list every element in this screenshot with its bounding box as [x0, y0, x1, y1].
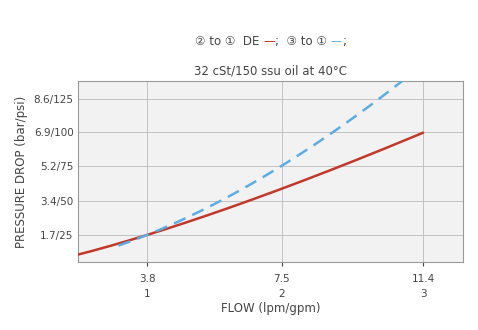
Text: ;: ;	[342, 35, 347, 48]
Text: 2: 2	[278, 289, 285, 299]
Y-axis label: PRESSURE DROP (bar/psi): PRESSURE DROP (bar/psi)	[15, 96, 28, 248]
X-axis label: FLOW (lpm/gpm): FLOW (lpm/gpm)	[221, 302, 320, 315]
Text: 1: 1	[144, 289, 151, 299]
Text: —: —	[263, 35, 275, 48]
Text: 32 cSt/150 ssu oil at 40°C: 32 cSt/150 ssu oil at 40°C	[194, 65, 347, 78]
Text: ② to ①  DE: ② to ① DE	[195, 35, 263, 48]
Text: 3.8: 3.8	[139, 274, 156, 283]
Text: 3: 3	[420, 289, 426, 299]
Text: ––: ––	[331, 35, 342, 48]
Text: ;  ③ to ①: ; ③ to ①	[275, 35, 331, 48]
Text: 11.4: 11.4	[412, 274, 435, 283]
Text: 7.5: 7.5	[273, 274, 290, 283]
